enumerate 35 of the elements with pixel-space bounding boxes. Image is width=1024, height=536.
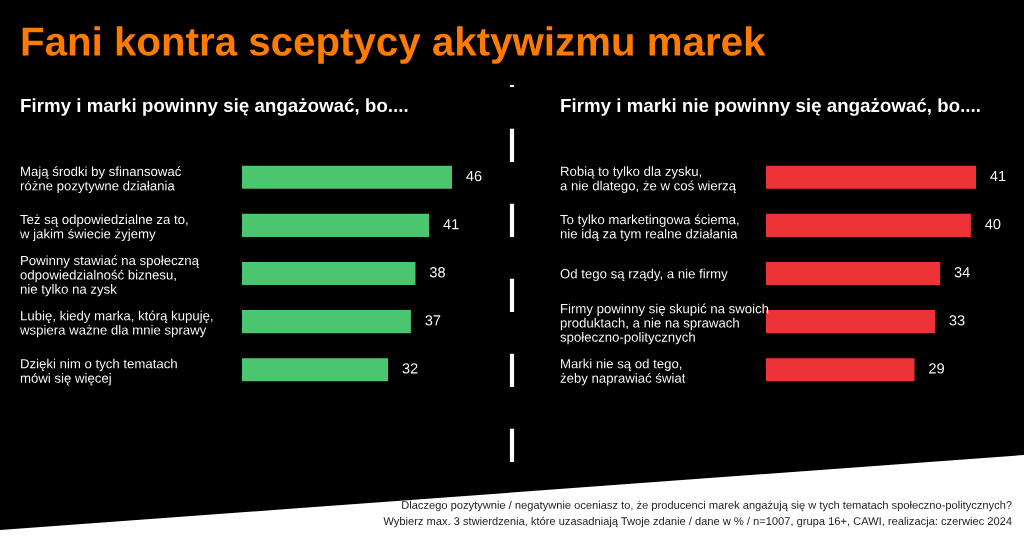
bar [242, 310, 411, 334]
data-label: 37 [425, 315, 441, 326]
data-label: 41 [990, 171, 1006, 182]
data-label: 33 [949, 315, 965, 326]
data-label: 40 [985, 219, 1001, 230]
bar [242, 358, 389, 382]
data-label: 34 [954, 267, 970, 278]
y-tick-label: Powinny stawiać na społeczną odpowiedzialność biznesu, nie tylko na zysk [20, 255, 199, 297]
y-tick-label: Dzięki nim o tych tematach mówi się więcej [20, 358, 177, 386]
chart-subtitle: Firmy i marki powinny się angażować, bo.... [21, 98, 408, 116]
data-label: 29 [929, 363, 944, 374]
data-label: 46 [466, 170, 482, 182]
bar [242, 213, 430, 237]
chart-title: Firmy i marki nie powinny się angażować, bo.... [561, 98, 980, 116]
bar [766, 261, 941, 286]
text: Wybierz max. 3 stwierdzenia, które uzasadniają Twoje zdanie / dane w % / n=1007, grupa 16+, CAWI, realizacja: czerwiec 2024 [383, 516, 1012, 528]
text: Dlaczego pozytywnie / negatywnie oceniasz to, że producenci marek angażują się w tych tematach społeczno-politycznych? [402, 500, 1012, 512]
bar [766, 165, 976, 189]
data-label: 32 [402, 363, 418, 374]
bar [766, 358, 915, 382]
y-tick-label: Robią to tylko dla zysku, a nie dlatego, że w coś wierzą [560, 166, 737, 194]
bar [766, 213, 971, 237]
y-tick-label: To tylko marketingowa ściema, nie idą za tym realne działania [560, 214, 739, 242]
data-label: 41 [443, 219, 459, 230]
y-tick-label: Marki nie są od tego, żeby naprawiać świat [560, 358, 686, 386]
y-tick-label: Firmy powinny się skupić na swoich produktach, a nie na sprawach społeczno-politycznych [560, 303, 769, 345]
bar [242, 165, 452, 189]
data-label: 38 [429, 267, 445, 278]
chart-title: Fani kontra sceptycy aktywizmu marek [22, 26, 766, 64]
bar [766, 310, 936, 334]
bar [242, 261, 416, 286]
y-tick-label: Lubię, kiedy marka, którą kupuję, wspiera ważne dla mnie sprawy [19, 310, 213, 338]
y-tick-label: Też są odpowiedzialne za to, w jakim świecie żyjemy [19, 214, 188, 242]
y-tick-label: Od tego są rządy, a nie firmy [560, 268, 728, 282]
y-tick-label: Mają środki by sfinansować różne pozytywne działania [20, 166, 181, 194]
